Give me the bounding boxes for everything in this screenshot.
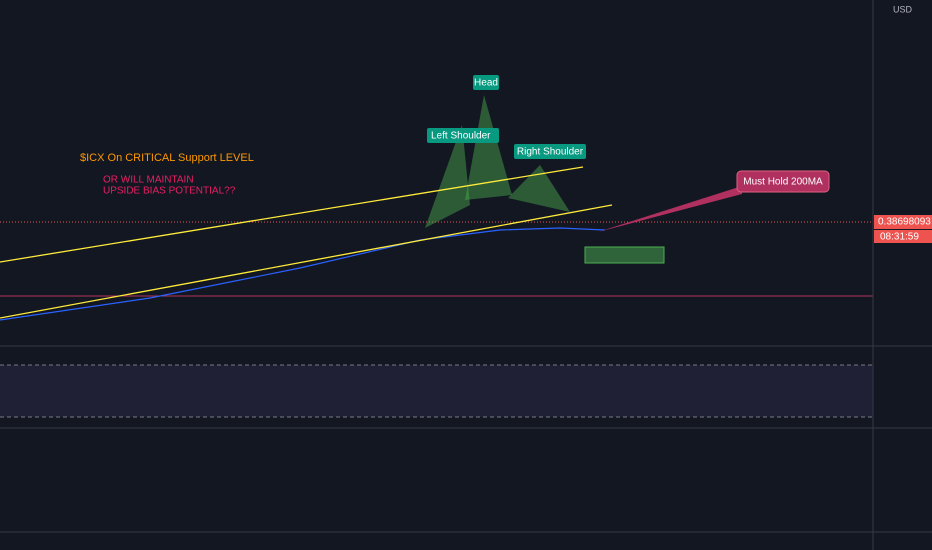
currency: USD	[893, 4, 913, 14]
question-line: UPSIDE BIAS POTENTIAL??	[103, 186, 236, 197]
countdown-tag	[874, 230, 932, 243]
right-shoulder-label: Right Shoulder	[517, 147, 584, 158]
price-tag-label: 0.38698093	[878, 217, 931, 228]
right-shoulder-shape	[508, 165, 570, 212]
callout-box	[736, 170, 830, 193]
head-shape	[465, 95, 512, 200]
label-box	[514, 144, 586, 159]
channel-lower	[0, 204, 613, 319]
price-tag	[874, 215, 932, 229]
countdown-label: 08:31:59	[880, 232, 919, 243]
rsi-band	[0, 365, 873, 417]
headline: $ICX On CRITICAL Support LEVEL	[80, 152, 254, 164]
left-shoulder-shape	[425, 125, 470, 228]
target-box	[584, 246, 665, 264]
question-line: OR WILL MAINTAIN	[103, 175, 194, 186]
callout-label: Must Hold 200MA	[743, 177, 823, 188]
channel-upper	[0, 166, 584, 263]
callout-pointer	[598, 186, 742, 232]
left-shoulder-label: Left Shoulder	[431, 131, 491, 142]
label-box	[473, 75, 499, 90]
label-clip: Left Shoulder	[431, 131, 491, 142]
ma-200	[0, 227, 606, 321]
label-box	[427, 128, 499, 143]
head-label: Head	[474, 78, 498, 89]
